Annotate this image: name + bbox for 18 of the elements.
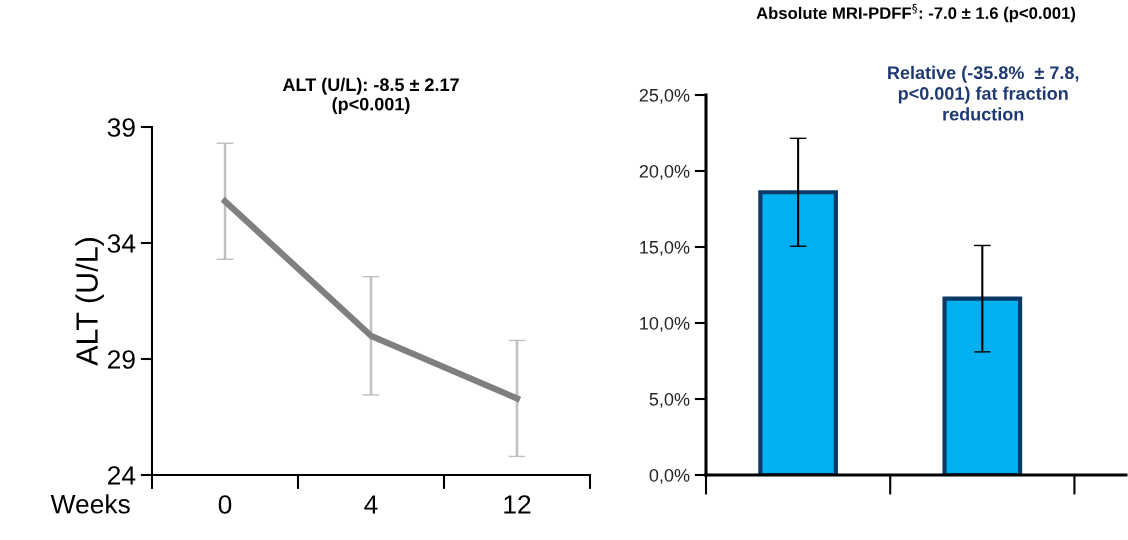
y-tick-label: 5,0% xyxy=(649,392,690,408)
y-tick-label: 20,0% xyxy=(639,164,690,180)
y-tick-label: 34 xyxy=(107,234,136,253)
chart-title: Absolute MRI-PDFF$^{§}$: -7.0 ± 1.6 (p<0.001) xyxy=(756,3,1076,23)
x-tick-label: 12 xyxy=(504,495,531,514)
y-tick-label: 0,0% xyxy=(649,468,690,484)
y-tick-label: 24 xyxy=(108,466,136,485)
y-axis-title: ALT (U/L) xyxy=(75,238,104,366)
x-axis-title: Weeks xyxy=(50,494,130,514)
y-tick-label: 29 xyxy=(108,350,135,369)
y-tick-label: 15,0% xyxy=(640,240,690,256)
x-tick-label: 0 xyxy=(218,495,232,514)
y-tick-label: 39 xyxy=(107,118,135,137)
y-tick-label: 10,0% xyxy=(640,316,690,332)
annotation: Relative (-35.8% ± 7.8, p<0.001) fat fraction reduction xyxy=(888,65,1079,121)
x-tick-label: 4 xyxy=(364,495,378,514)
y-tick-label: 25,0% xyxy=(639,88,690,104)
chart-title: ALT (U/L): -8.5 ± 2.17 (p<0.001) xyxy=(282,77,459,115)
